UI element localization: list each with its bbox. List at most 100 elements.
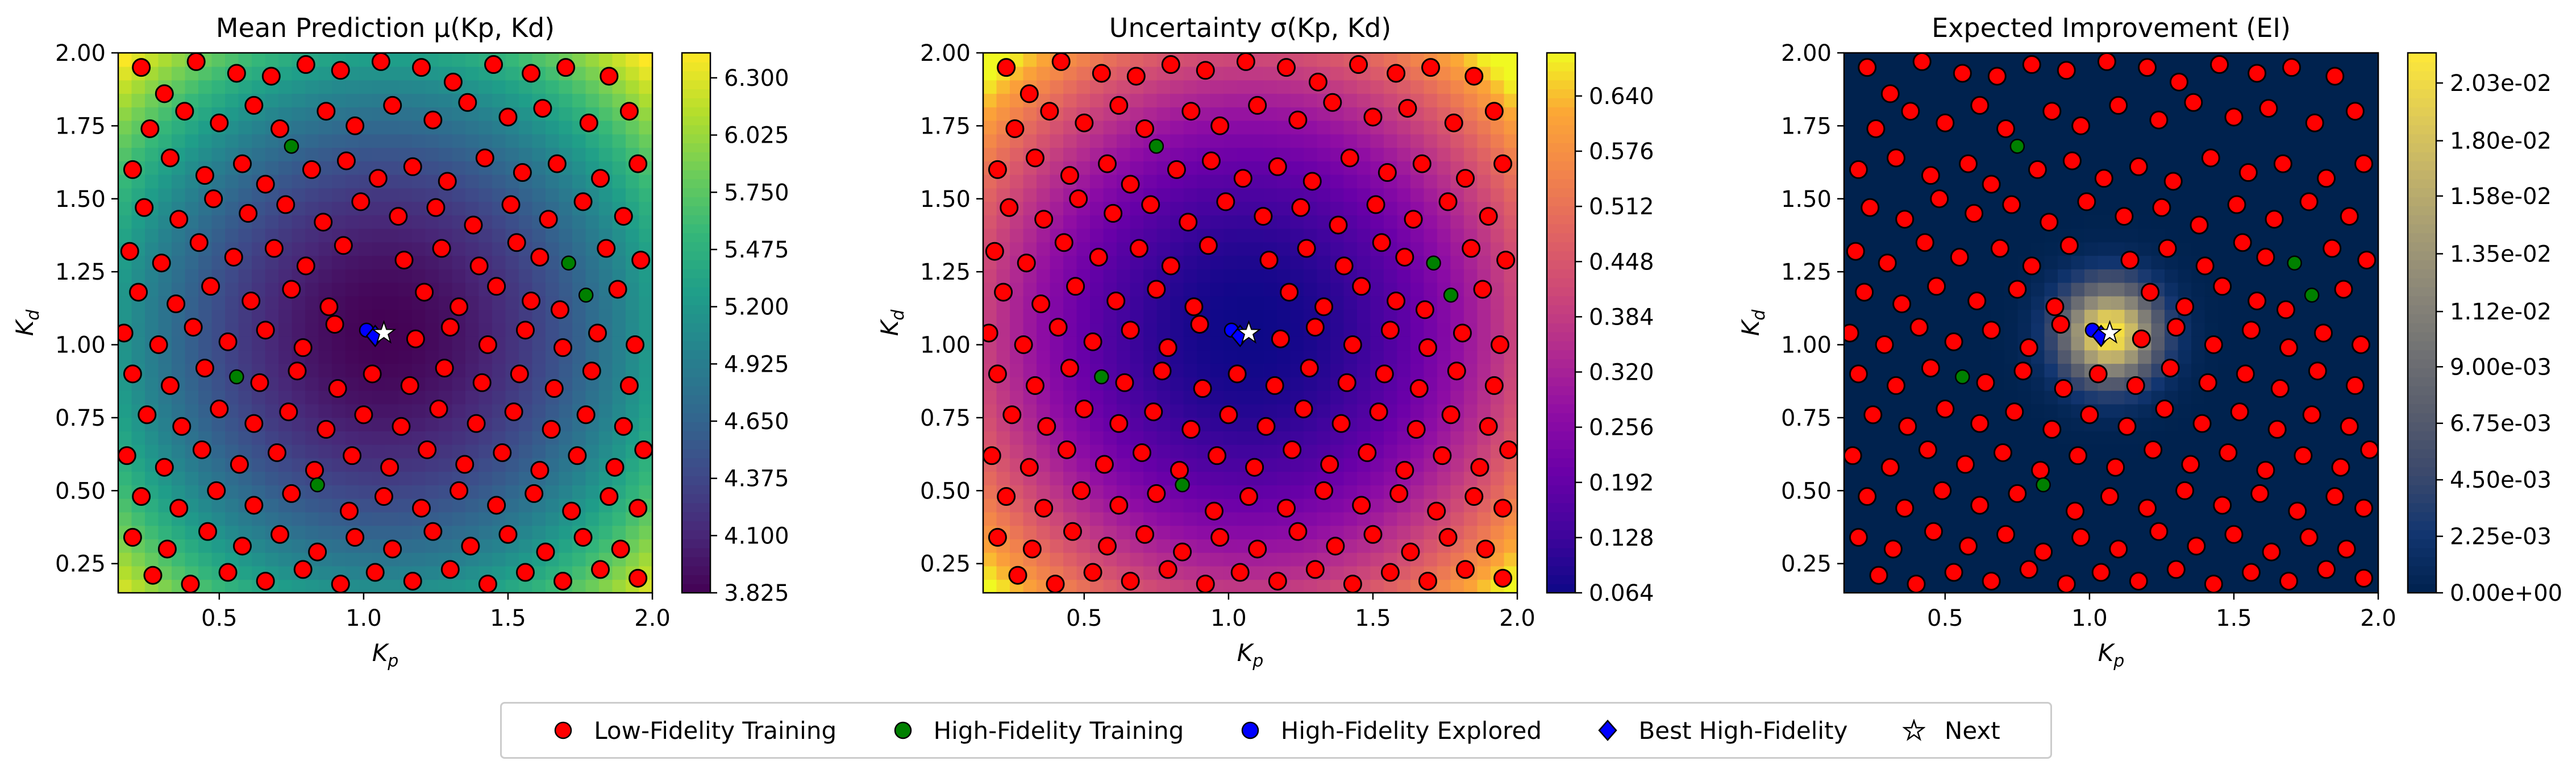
heatmap-cell — [172, 242, 185, 256]
heatmap-cell — [439, 269, 452, 283]
heatmap-cell — [1237, 350, 1251, 364]
heatmap-cell — [319, 336, 332, 351]
heatmap-cell — [1224, 579, 1237, 593]
heatmap-cell — [305, 134, 319, 148]
heatmap-cell — [1871, 525, 1884, 539]
heatmap-cell — [1897, 323, 1911, 337]
heatmap-cell — [399, 458, 413, 472]
heatmap-cell — [1978, 120, 1991, 135]
heatmap-cell — [1237, 296, 1251, 310]
heatmap-cell — [1317, 242, 1331, 256]
low-fidelity-point — [190, 234, 207, 251]
low-fidelity-point — [257, 572, 274, 589]
heatmap-cell — [1437, 566, 1451, 580]
heatmap-cell — [2205, 323, 2219, 337]
heatmap-cell — [2178, 269, 2192, 283]
heatmap-cell — [546, 228, 559, 243]
heatmap-cell — [1130, 269, 1144, 283]
heatmap-cell — [1344, 107, 1358, 121]
low-fidelity-point — [621, 103, 638, 120]
heatmap-cell — [292, 93, 306, 107]
heatmap-cell — [1277, 417, 1291, 431]
heatmap-cell — [1184, 174, 1197, 189]
heatmap-cell — [1911, 188, 1925, 202]
heatmap-cell — [1317, 431, 1331, 445]
heatmap-cell — [159, 579, 172, 593]
heatmap-cell — [2084, 215, 2098, 229]
heatmap-cell — [1224, 498, 1237, 513]
heatmap-cell — [1410, 120, 1424, 135]
heatmap-cell — [265, 107, 279, 121]
heatmap-cell — [1371, 390, 1384, 405]
heatmap-cell — [385, 579, 399, 593]
heatmap-cell — [1250, 147, 1264, 161]
heatmap-cell — [1170, 498, 1184, 513]
heatmap-cell — [1410, 174, 1424, 189]
heatmap-cell — [132, 336, 145, 351]
colorbar-band — [1547, 368, 1575, 377]
heatmap-cell — [639, 323, 653, 337]
low-fidelity-point — [425, 523, 442, 540]
heatmap-cell — [1304, 417, 1317, 431]
heatmap-cell — [1210, 431, 1224, 445]
heatmap-cell — [2151, 147, 2165, 161]
heatmap-cell — [346, 174, 359, 189]
heatmap-cell — [1277, 93, 1291, 107]
heatmap-cell — [997, 147, 1010, 161]
heatmap-cell — [626, 134, 639, 148]
colorbar-band — [682, 269, 710, 278]
heatmap-cell — [1397, 228, 1411, 243]
low-fidelity-point — [621, 377, 638, 394]
heatmap-cell — [479, 93, 493, 107]
heatmap-cell — [559, 552, 573, 567]
heatmap-cell — [332, 552, 346, 567]
colorbar-band — [1547, 305, 1575, 314]
heatmap-cell — [1291, 269, 1304, 283]
heatmap-cell — [2111, 120, 2125, 135]
heatmap-cell — [1897, 228, 1911, 243]
heatmap-cell — [359, 269, 372, 283]
low-fidelity-point — [1162, 257, 1179, 275]
low-fidelity-point — [1209, 447, 1226, 464]
heatmap-cell — [2178, 336, 2192, 351]
heatmap-cell — [1277, 80, 1291, 94]
heatmap-cell — [1951, 350, 1965, 364]
low-fidelity-point — [1023, 541, 1041, 558]
heatmap-cell — [212, 147, 226, 161]
heatmap-cell — [1871, 296, 1884, 310]
colorbar-tick-label: 3.825 — [724, 580, 789, 606]
heatmap-cell — [1050, 471, 1064, 485]
heatmap-cell — [2151, 539, 2165, 553]
heatmap-cell — [185, 269, 199, 283]
heatmap-cell — [1844, 296, 1858, 310]
heatmap-cell — [2232, 309, 2245, 323]
heatmap-cell — [599, 417, 613, 431]
heatmap-cell — [1010, 174, 1023, 189]
heatmap-cell — [385, 350, 399, 364]
low-fidelity-point — [575, 529, 592, 546]
heatmap-cell — [2098, 107, 2112, 121]
heatmap-cell — [2004, 471, 2018, 485]
heatmap-cell — [1437, 269, 1451, 283]
heatmap-cell — [1464, 417, 1478, 431]
heatmap-cell — [1938, 539, 1951, 553]
heatmap-cell — [1304, 377, 1317, 391]
low-fidelity-point — [381, 459, 398, 476]
heatmap-cell — [599, 377, 613, 391]
colorbar-band — [682, 359, 710, 368]
heatmap-cell — [1491, 458, 1504, 472]
x-tick-label: 1.5 — [490, 605, 526, 631]
heatmap-cell — [346, 134, 359, 148]
heatmap-cell — [1197, 188, 1210, 202]
heatmap-cell — [492, 309, 506, 323]
heatmap-cell — [1317, 512, 1331, 526]
low-fidelity-point — [1197, 576, 1214, 593]
heatmap-cell — [2045, 269, 2058, 283]
heatmap-cell — [1170, 242, 1184, 256]
heatmap-cell — [983, 485, 997, 499]
heatmap-cell — [1844, 188, 1858, 202]
heatmap-cell — [1170, 404, 1184, 418]
heatmap-cell — [265, 552, 279, 567]
heatmap-cell — [1464, 444, 1478, 459]
heatmap-cell — [1491, 53, 1504, 67]
